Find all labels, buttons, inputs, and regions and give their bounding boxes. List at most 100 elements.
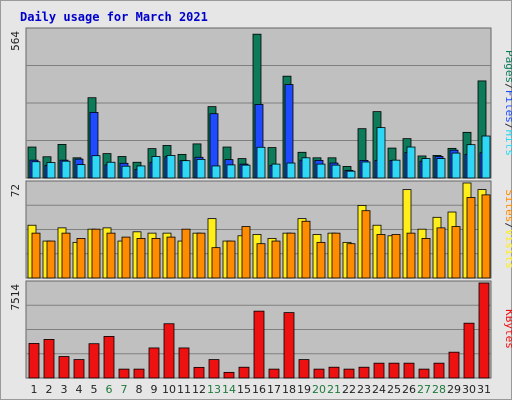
x-tick-label: 13 (207, 383, 221, 396)
x-tick-label: 19 (297, 383, 311, 396)
bar-hits-day-3 (61, 160, 71, 179)
bar-kbytes-day-28 (433, 362, 445, 379)
x-tick-label: 1 (31, 383, 38, 396)
bar-kbytes-day-16 (253, 310, 265, 379)
x-tick-label: 9 (151, 383, 158, 396)
bar-kbytes-day-1 (28, 343, 40, 379)
bar-sites-day-5 (91, 228, 101, 279)
legend-item-kbytes: KBytes (503, 309, 512, 349)
bar-kbytes-day-24 (373, 362, 385, 379)
x-tick-label: 15 (237, 383, 251, 396)
bar-hits-day-5 (91, 155, 101, 179)
bar-kbytes-day-20 (313, 368, 325, 379)
x-tick-label: 12 (192, 383, 206, 396)
bar-hits-day-24 (376, 127, 386, 179)
bar-sites-day-16 (256, 243, 266, 279)
x-tick-label: 11 (177, 383, 191, 396)
x-tick-label: 26 (402, 383, 416, 396)
legend-item-files: Files (503, 90, 512, 123)
x-tick-label: 25 (387, 383, 401, 396)
bar-sites-day-7 (121, 236, 131, 279)
bar-hits-day-26 (406, 146, 416, 179)
bar-kbytes-day-26 (403, 362, 415, 379)
bar-hits-day-17 (271, 163, 281, 179)
bar-hits-day-31 (481, 135, 491, 179)
legend-item-pages: Pages (503, 50, 512, 83)
bar-kbytes-day-17 (268, 368, 280, 379)
legend-item-hits: Hits (503, 130, 512, 157)
bar-kbytes-day-31 (478, 282, 490, 379)
x-tick-label: 4 (76, 383, 83, 396)
bar-sites-day-29 (451, 226, 461, 279)
bar-sites-day-9 (151, 238, 161, 279)
bar-hits-day-19 (301, 157, 311, 179)
bar-hits-day-29 (451, 152, 461, 179)
bar-hits-day-9 (151, 156, 161, 179)
bar-hits-day-25 (391, 159, 401, 179)
bar-sites-day-27 (421, 238, 431, 279)
bar-hits-day-8 (136, 165, 146, 179)
x-tick-label: 28 (432, 383, 446, 396)
bar-sites-day-26 (406, 232, 416, 279)
bar-sites-day-12 (196, 232, 206, 279)
bar-hits-day-14 (226, 164, 236, 179)
bar-hits-day-4 (76, 164, 86, 179)
x-tick-label: 10 (162, 383, 176, 396)
bar-kbytes-day-9 (148, 347, 160, 379)
bar-hits-day-11 (181, 160, 191, 179)
bar-hits-day-16 (256, 146, 266, 179)
bar-sites-day-10 (166, 236, 176, 279)
legend-separator: / (503, 83, 512, 90)
bar-sites-day-1 (31, 232, 41, 279)
x-tick-label: 24 (372, 383, 386, 396)
bar-sites-day-14 (226, 240, 236, 279)
bar-sites-day-30 (466, 197, 476, 279)
bar-hits-day-23 (361, 161, 371, 179)
chart-title: Daily usage for March 2021 (20, 10, 208, 24)
bar-sites-day-25 (391, 234, 401, 279)
bar-sites-day-6 (106, 232, 116, 279)
legend-kbytes: KBytes (503, 309, 512, 349)
legend-item-visits: Visits (503, 229, 512, 269)
bar-kbytes-day-30 (463, 322, 475, 379)
x-tick-label: 23 (357, 383, 371, 396)
bar-kbytes-day-27 (418, 368, 430, 379)
bar-sites-day-8 (136, 238, 146, 279)
bar-kbytes-day-2 (43, 339, 55, 379)
bar-kbytes-day-4 (73, 359, 85, 379)
x-tick-label: 2 (46, 383, 53, 396)
bar-kbytes-day-5 (88, 343, 100, 379)
bar-hits-day-13 (211, 165, 221, 179)
legend-separator: / (503, 222, 512, 229)
bar-kbytes-day-12 (193, 366, 205, 379)
bar-sites-day-17 (271, 240, 281, 279)
bar-sites-day-22 (346, 243, 356, 279)
bar-sites-day-19 (301, 220, 311, 279)
y-max-label: 7514 (9, 284, 22, 311)
bar-hits-day-20 (316, 163, 326, 179)
legend-separator: / (503, 123, 512, 130)
bar-kbytes-day-14 (223, 371, 235, 379)
bar-sites-day-24 (376, 234, 386, 279)
bar-sites-day-2 (46, 240, 56, 279)
bar-sites-day-18 (286, 232, 296, 279)
bar-hits-day-30 (466, 144, 476, 179)
bar-hits-day-12 (196, 158, 206, 179)
bar-kbytes-day-23 (358, 366, 370, 379)
bar-sites-day-20 (316, 241, 326, 279)
x-tick-label: 18 (282, 383, 296, 396)
bar-hits-day-7 (121, 165, 131, 179)
x-tick-label: 6 (106, 383, 113, 396)
bar-kbytes-day-25 (388, 362, 400, 379)
x-tick-label: 30 (462, 383, 476, 396)
x-tick-label: 21 (327, 383, 341, 396)
bar-sites-day-13 (211, 247, 221, 279)
y-max-label: 72 (9, 184, 22, 197)
bar-kbytes-day-19 (298, 359, 310, 379)
bar-kbytes-day-3 (58, 356, 70, 379)
x-tick-label: 7 (121, 383, 128, 396)
bar-kbytes-day-22 (343, 368, 355, 379)
x-tick-label: 31 (477, 383, 491, 396)
